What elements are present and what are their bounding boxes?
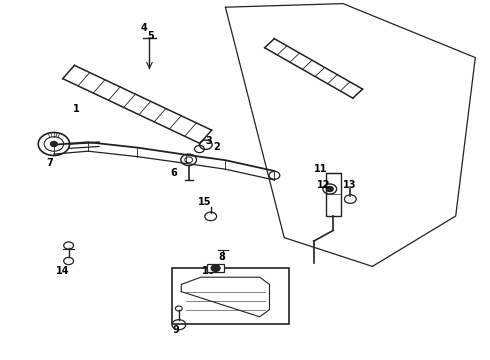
Text: 10: 10 xyxy=(201,266,215,276)
Circle shape xyxy=(211,265,220,271)
Circle shape xyxy=(50,141,57,147)
Text: 2: 2 xyxy=(214,142,220,152)
Text: 9: 9 xyxy=(172,325,179,336)
Circle shape xyxy=(326,186,333,192)
Text: 6: 6 xyxy=(171,168,177,178)
Text: 3: 3 xyxy=(205,136,212,147)
Text: 5: 5 xyxy=(147,31,154,41)
Text: 11: 11 xyxy=(314,164,327,174)
Bar xyxy=(172,268,289,324)
Text: 1: 1 xyxy=(73,104,79,114)
Text: 13: 13 xyxy=(343,180,357,190)
Text: 4: 4 xyxy=(140,23,147,33)
Text: 7: 7 xyxy=(47,158,53,168)
Text: 14: 14 xyxy=(56,266,70,276)
Bar xyxy=(207,264,224,272)
Text: 15: 15 xyxy=(197,197,211,207)
Text: 12: 12 xyxy=(317,180,330,190)
Text: 8: 8 xyxy=(219,252,225,262)
Bar xyxy=(326,173,341,216)
